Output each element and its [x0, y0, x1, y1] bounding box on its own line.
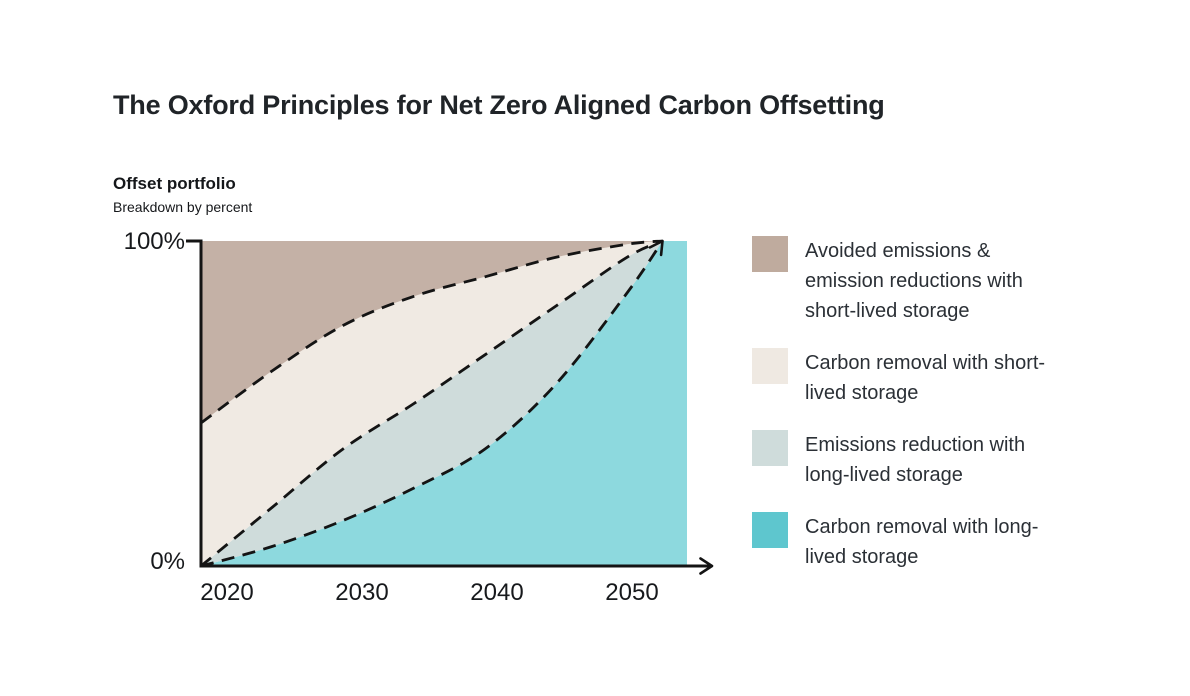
x-axis-arrowhead — [699, 557, 714, 575]
legend-swatch-beige — [752, 348, 788, 384]
area-avoided-emissions — [201, 241, 663, 423]
legend-swatch-brown — [752, 236, 788, 272]
legend-label: Carbon removal with short-lived storage — [805, 352, 1046, 404]
convergence-arrowhead — [648, 239, 664, 257]
chart-legend: Avoided emissions & emission reductions … — [752, 236, 1082, 572]
x-tick-label-2040: 2040 — [470, 579, 523, 606]
chart-heading: Offset portfolio — [113, 174, 236, 193]
boundary-carbon-removal-long-lived — [200, 240, 664, 568]
y-tick-label-0: 0% — [150, 548, 185, 575]
legend-swatch-teal — [752, 512, 788, 548]
chart-areas — [201, 241, 687, 566]
area-emissions-reduction-long-lived — [201, 241, 663, 566]
legend-label: Carbon removal with long-lived storage — [805, 516, 1039, 568]
x-tick-label-2020: 2020 — [200, 579, 253, 606]
legend-label: Emissions reduction with long-lived stor… — [805, 434, 1026, 486]
chart-axes — [186, 239, 714, 575]
y-tick-label-100: 100% — [124, 228, 185, 255]
page-title: The Oxford Principles for Net Zero Align… — [113, 90, 885, 120]
legend-swatch-gray-blue — [752, 430, 788, 466]
area-carbon-removal-long-lived — [201, 241, 687, 566]
chart-tick-labels: 100% 0% 2020 2030 2040 2050 — [124, 228, 659, 606]
area-carbon-removal-short-lived — [201, 241, 663, 566]
x-tick-label-2050: 2050 — [605, 579, 658, 606]
legend-label: Avoided emissions & emission reductions … — [805, 240, 1023, 322]
legend-item-avoided-emissions: Avoided emissions & emission reductions … — [752, 236, 1082, 326]
boundary-carbon-removal-short-lived — [200, 239, 663, 425]
legend-item-carbon-removal-short-lived: Carbon removal with short-lived storage — [752, 348, 1082, 408]
boundary-emissions-reduction-long-lived — [200, 239, 664, 568]
chart-boundary-lines — [200, 239, 664, 568]
legend-item-carbon-removal-long-lived: Carbon removal with long-lived storage — [752, 512, 1082, 572]
chart-subheading: Breakdown by percent — [113, 199, 253, 215]
stacked-area-chart: 100% 0% 2020 2030 2040 2050 — [124, 228, 714, 606]
legend-item-emissions-reduction-long-lived: Emissions reduction with long-lived stor… — [752, 430, 1082, 490]
x-tick-label-2030: 2030 — [335, 579, 388, 606]
